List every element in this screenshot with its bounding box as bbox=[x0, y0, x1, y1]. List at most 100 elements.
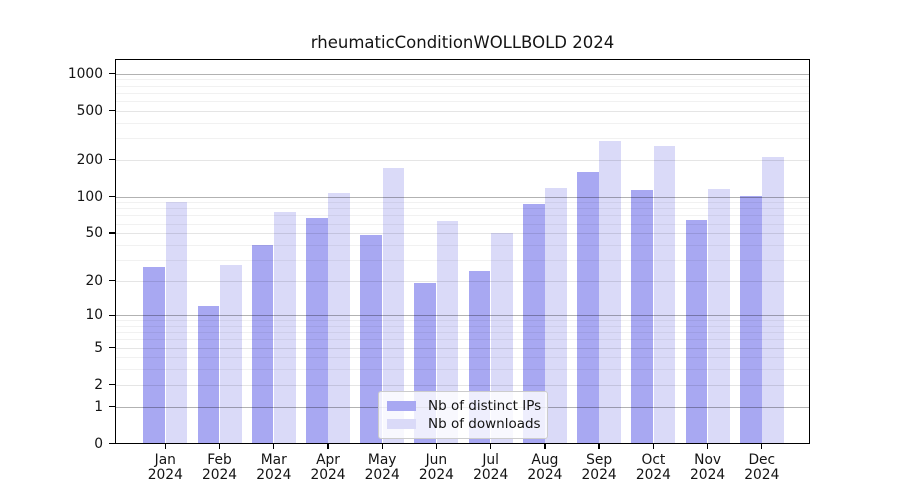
gridline-9 bbox=[115, 320, 810, 322]
y-tick-1000 bbox=[108, 72, 116, 75]
gridline-3 bbox=[115, 369, 810, 371]
gridline-1000 bbox=[115, 73, 810, 75]
x-tick-label-aug: Aug 2024 bbox=[527, 451, 563, 483]
x-tick-label-apr: Apr 2024 bbox=[310, 451, 346, 483]
gridline-8 bbox=[115, 325, 810, 327]
bar-distinct-ips-feb bbox=[197, 306, 220, 444]
y-tick-20 bbox=[108, 279, 116, 282]
chart-title: rheumaticConditionWOLLBOLD 2024 bbox=[310, 33, 615, 52]
x-tick-may bbox=[381, 444, 383, 449]
bar-downloads-aug bbox=[545, 187, 567, 444]
gridline-800 bbox=[115, 85, 810, 87]
gridline-100 bbox=[115, 196, 810, 198]
bar-downloads-jun bbox=[436, 220, 459, 444]
x-tick-label-mar: Mar 2024 bbox=[256, 451, 292, 483]
x-tick-label-oct: Oct 2024 bbox=[635, 451, 671, 483]
gridline-700 bbox=[115, 92, 810, 94]
x-tick-nov bbox=[706, 444, 709, 449]
legend-swatch-distinct-ips bbox=[387, 400, 416, 411]
x-tick-label-jun: Jun 2024 bbox=[418, 451, 454, 483]
bar-distinct-ips-aug bbox=[522, 204, 545, 444]
y-tick-200 bbox=[108, 158, 116, 161]
bar-downloads-mar bbox=[274, 211, 296, 444]
gridline-60 bbox=[115, 223, 810, 225]
x-tick-label-nov: Nov 2024 bbox=[690, 451, 726, 483]
gridline-900 bbox=[115, 79, 810, 81]
y-tick-label-1: 1 bbox=[94, 398, 103, 415]
gridline-30 bbox=[115, 259, 810, 261]
bar-downloads-nov bbox=[707, 189, 730, 444]
y-tick-label-200: 200 bbox=[76, 151, 103, 168]
y-tick-label-10: 10 bbox=[85, 307, 103, 324]
gridline-70 bbox=[115, 215, 810, 217]
gridline-4 bbox=[115, 357, 810, 359]
bar-downloads-dec bbox=[762, 157, 784, 444]
plot-frame bbox=[115, 59, 810, 444]
bar-distinct-ips-nov bbox=[685, 220, 708, 444]
x-tick-jun bbox=[435, 444, 438, 449]
y-tick-label-20: 20 bbox=[85, 272, 103, 289]
y-tick-label-0: 0 bbox=[94, 435, 103, 452]
y-tick-500 bbox=[108, 110, 116, 112]
x-tick-label-may: May 2024 bbox=[364, 451, 400, 483]
bar-distinct-ips-sep bbox=[577, 172, 599, 444]
y-tick-5 bbox=[108, 347, 116, 349]
y-tick-1 bbox=[108, 405, 116, 408]
gridline-20 bbox=[115, 280, 810, 282]
y-tick-10 bbox=[108, 314, 116, 316]
y-tick-label-2: 2 bbox=[94, 376, 103, 393]
bar-distinct-ips-jan bbox=[143, 267, 165, 444]
y-tick-label-100: 100 bbox=[76, 188, 103, 205]
gridline-2 bbox=[115, 384, 810, 386]
x-tick-jul bbox=[490, 444, 492, 449]
bar-distinct-ips-may bbox=[360, 235, 382, 444]
legend: Nb of distinct IPs Nb of downloads bbox=[378, 391, 548, 439]
x-tick-label-sep: Sep 2024 bbox=[581, 451, 617, 483]
bar-distinct-ips-dec bbox=[739, 196, 762, 444]
bar-downloads-sep bbox=[599, 141, 622, 444]
bar-downloads-may bbox=[382, 168, 405, 444]
bar-downloads-apr bbox=[328, 193, 350, 444]
gridline-400 bbox=[115, 122, 810, 124]
gridline-7 bbox=[115, 332, 810, 334]
bar-downloads-jan bbox=[165, 202, 188, 444]
x-tick-label-feb: Feb 2024 bbox=[201, 451, 238, 483]
y-tick-label-5: 5 bbox=[94, 339, 103, 356]
x-tick-label-jul: Jul 2024 bbox=[473, 451, 509, 483]
gridline-6 bbox=[115, 339, 810, 341]
x-tick-dec bbox=[761, 444, 763, 449]
y-tick-100 bbox=[108, 195, 116, 198]
gridline-50 bbox=[115, 233, 810, 235]
x-tick-sep bbox=[598, 444, 600, 449]
y-tick-2 bbox=[108, 384, 116, 386]
x-tick-label-dec: Dec 2024 bbox=[744, 451, 780, 483]
gridline-300 bbox=[115, 138, 810, 139]
x-tick-mar bbox=[273, 444, 275, 449]
gridline-40 bbox=[115, 244, 810, 246]
bar-distinct-ips-mar bbox=[251, 244, 274, 444]
gridline-600 bbox=[115, 101, 810, 102]
y-tick-label-500: 500 bbox=[76, 102, 103, 119]
x-tick-aug bbox=[544, 444, 546, 449]
gridline-80 bbox=[115, 208, 810, 210]
y-tick-label-1000: 1000 bbox=[67, 65, 103, 82]
x-tick-oct bbox=[652, 444, 655, 449]
x-tick-jan bbox=[164, 444, 166, 449]
legend-label-distinct-ips: Nb of distinct IPs bbox=[428, 397, 542, 414]
legend-swatch-downloads bbox=[387, 419, 416, 430]
bar-distinct-ips-apr bbox=[305, 217, 328, 444]
y-tick-0 bbox=[108, 442, 116, 445]
legend-item-distinct-ips: Nb of distinct IPs bbox=[387, 397, 542, 414]
bar-downloads-feb bbox=[219, 265, 242, 444]
x-tick-apr bbox=[327, 444, 329, 449]
x-tick-feb bbox=[218, 444, 221, 449]
grid-layer bbox=[115, 59, 810, 444]
bar-distinct-ips-oct bbox=[631, 190, 654, 444]
gridline-500 bbox=[115, 110, 810, 112]
y-tick-50 bbox=[108, 232, 116, 234]
y-tick-label-50: 50 bbox=[85, 225, 103, 242]
legend-label-downloads: Nb of downloads bbox=[428, 416, 541, 433]
bar-downloads-oct bbox=[653, 146, 676, 444]
gridline-90 bbox=[115, 202, 810, 204]
